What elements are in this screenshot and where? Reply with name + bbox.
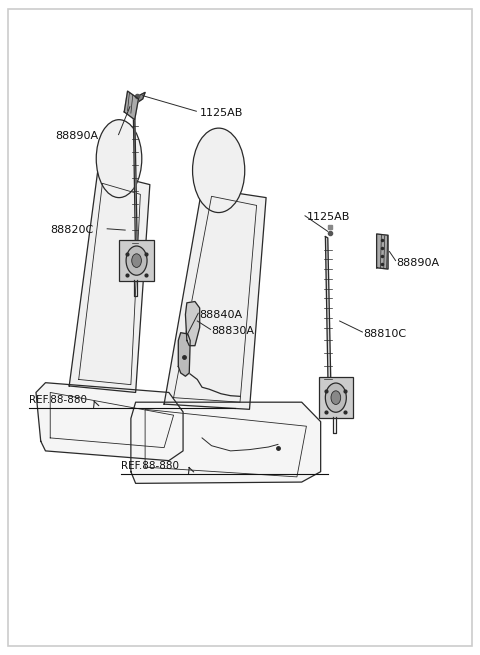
Ellipse shape [325,383,347,412]
Ellipse shape [132,253,142,267]
Text: 1125AB: 1125AB [200,108,243,118]
Polygon shape [131,402,321,483]
Polygon shape [133,107,137,263]
Text: 88840A: 88840A [200,310,243,320]
Text: REF.88-880: REF.88-880 [121,462,180,472]
Polygon shape [325,236,331,396]
Polygon shape [164,188,266,409]
Polygon shape [179,333,190,376]
Text: 88820C: 88820C [50,225,94,235]
Polygon shape [124,91,138,120]
Text: 1125AB: 1125AB [306,212,350,222]
Ellipse shape [331,391,341,404]
Ellipse shape [192,128,245,213]
Text: 88890A: 88890A [55,131,98,141]
Text: 88890A: 88890A [396,257,440,267]
Text: 88830A: 88830A [212,326,254,336]
Text: 88810C: 88810C [363,329,407,339]
Ellipse shape [96,120,142,198]
Polygon shape [377,234,388,269]
Polygon shape [126,92,145,110]
FancyBboxPatch shape [120,240,154,282]
Text: REF.88-880: REF.88-880 [29,395,87,405]
Polygon shape [36,383,183,460]
Polygon shape [185,301,200,346]
Ellipse shape [126,246,147,275]
FancyBboxPatch shape [319,377,353,419]
Polygon shape [69,172,150,392]
